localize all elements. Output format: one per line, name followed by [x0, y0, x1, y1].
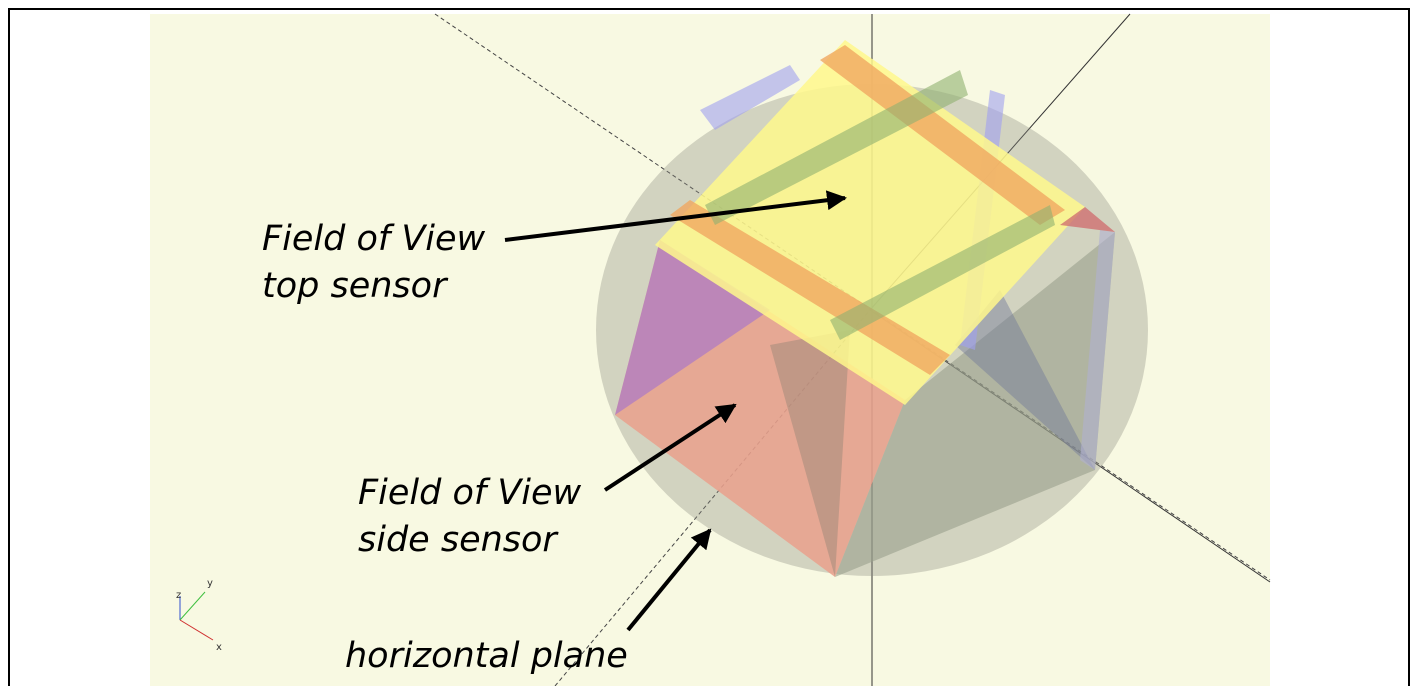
annotation: Field of View: [262, 219, 486, 259]
annotation: horizontal plane: [345, 636, 628, 676]
annotation: side sensor: [358, 520, 559, 560]
figure: z y x Field of View top sensor Field of …: [0, 0, 1418, 686]
annotation: Field of View: [358, 473, 582, 513]
axis-label: y: [207, 578, 213, 589]
annotation: top sensor: [262, 266, 449, 306]
axis-label: x: [216, 642, 222, 653]
axis-label: z: [176, 590, 181, 601]
